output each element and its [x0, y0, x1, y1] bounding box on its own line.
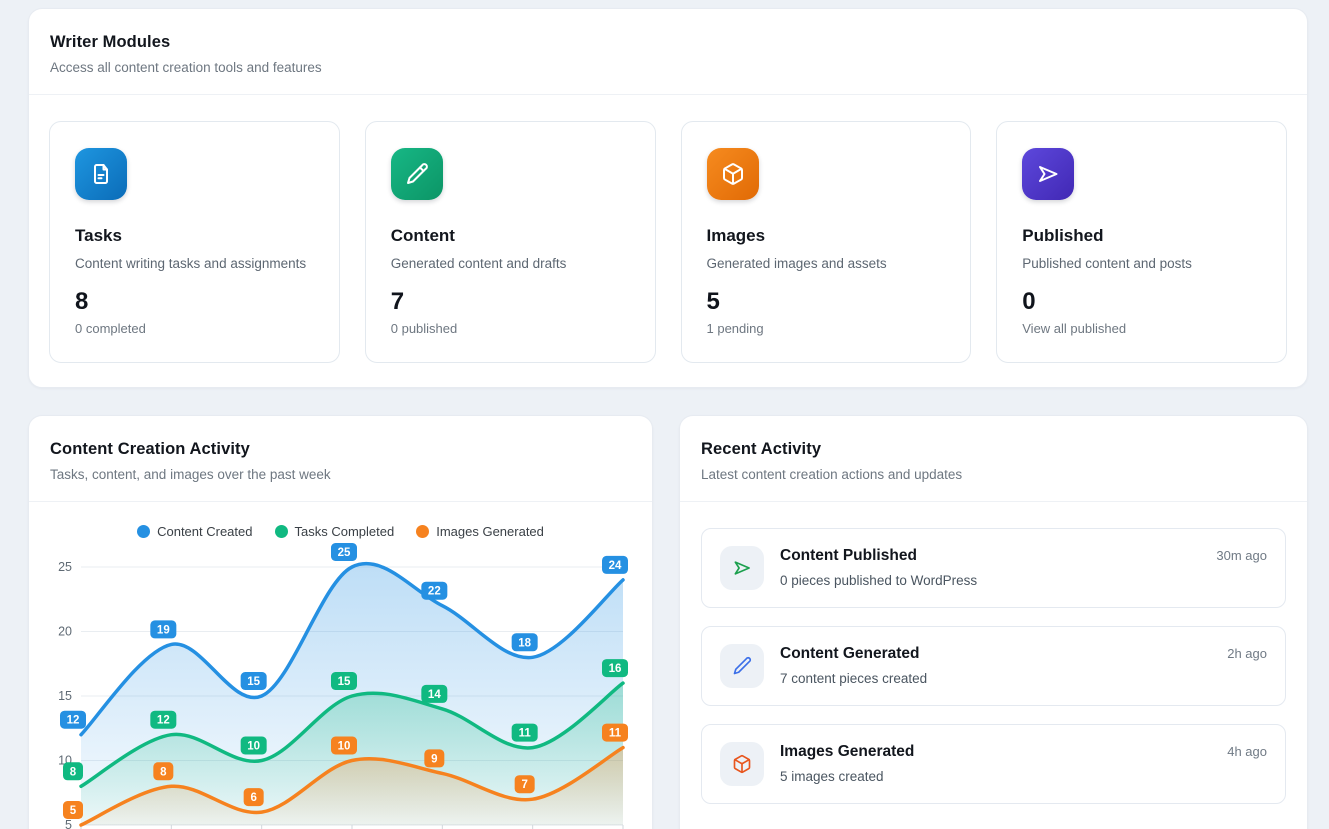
- legend-label: Images Generated: [436, 524, 544, 539]
- svg-text:5: 5: [65, 818, 72, 829]
- svg-text:12: 12: [67, 715, 80, 727]
- chart-panel-header: Content Creation Activity Tasks, content…: [29, 416, 652, 502]
- module-card-description: Generated content and drafts: [390, 256, 567, 271]
- cube-icon: [720, 742, 764, 786]
- writer-modules-subtitle: Access all content creation tools and fe…: [50, 60, 322, 75]
- activity-description: 5 images created: [780, 769, 884, 784]
- activity-description: 7 content pieces created: [780, 671, 928, 686]
- module-card-value: 0: [1022, 288, 1036, 315]
- svg-text:15: 15: [247, 676, 260, 688]
- activity-item-images-generated: Images Generated 5 images created 4h ago: [701, 724, 1286, 804]
- svg-text:20: 20: [58, 625, 72, 639]
- svg-text:24: 24: [609, 560, 622, 572]
- recent-activity-title: Recent Activity: [701, 440, 822, 458]
- module-card-value: 5: [706, 288, 720, 315]
- pencil-icon: [390, 148, 443, 200]
- svg-text:25: 25: [338, 547, 351, 559]
- send-icon: [720, 546, 764, 590]
- module-card-title: Published: [1022, 226, 1104, 245]
- svg-text:9: 9: [431, 753, 437, 765]
- cube-icon: [706, 148, 759, 200]
- file-text-icon: [75, 148, 127, 200]
- activity-item-content-generated: Content Generated 7 content pieces creat…: [701, 626, 1286, 706]
- module-card-description: Generated images and assets: [706, 256, 887, 271]
- legend-label: Content Created: [157, 524, 253, 539]
- module-card-sublabel: View all published: [1022, 321, 1127, 336]
- chart-area: Content Created Tasks Completed Images Gen…: [29, 502, 652, 829]
- activity-title: Images Generated: [780, 743, 915, 760]
- content-creation-activity-panel: Content Creation Activity Tasks, content…: [28, 415, 653, 829]
- activity-list: Content Published 0 pieces published to …: [680, 502, 1307, 804]
- module-cards-row: Tasks Content writing tasks and assignme…: [29, 95, 1307, 387]
- module-card-title: Content: [390, 226, 455, 245]
- module-card-published[interactable]: Published Published content and posts 0 …: [996, 121, 1287, 363]
- module-card-description: Content writing tasks and assignments: [75, 256, 307, 271]
- legend-dot: [416, 525, 430, 538]
- svg-text:18: 18: [518, 637, 531, 649]
- activity-title: Content Generated: [780, 645, 920, 662]
- recent-activity-header: Recent Activity Latest content creation …: [680, 416, 1307, 502]
- svg-text:6: 6: [250, 792, 256, 804]
- svg-text:11: 11: [519, 728, 532, 740]
- legend-dot: [137, 525, 151, 538]
- svg-text:15: 15: [58, 689, 72, 703]
- activity-line-chart: 510152025MonTueWedThuFriSatSun1219152522…: [58, 543, 628, 829]
- svg-text:10: 10: [338, 741, 351, 753]
- activity-title: Content Published: [780, 547, 917, 564]
- send-icon: [1022, 148, 1075, 200]
- svg-text:8: 8: [70, 766, 77, 778]
- module-card-value: 8: [75, 288, 89, 315]
- activity-content: Content Published 0 pieces published to …: [780, 546, 1216, 588]
- activity-content: Content Generated 7 content pieces creat…: [780, 644, 1227, 686]
- bottom-row: Content Creation Activity Tasks, content…: [28, 415, 1308, 829]
- activity-content: Images Generated 5 images created: [780, 742, 1227, 784]
- svg-text:25: 25: [58, 560, 72, 574]
- activity-timestamp: 30m ago: [1216, 548, 1267, 563]
- module-card-title: Images: [706, 226, 766, 245]
- svg-text:7: 7: [521, 779, 527, 791]
- chart-panel-title: Content Creation Activity: [50, 440, 250, 458]
- legend-item[interactable]: Tasks Completed: [274, 524, 395, 539]
- svg-text:10: 10: [247, 741, 260, 753]
- svg-text:15: 15: [338, 676, 351, 688]
- chart-panel-subtitle: Tasks, content, and images over the past…: [50, 467, 331, 482]
- pencil-icon: [720, 644, 764, 688]
- recent-activity-panel: Recent Activity Latest content creation …: [679, 415, 1308, 829]
- legend-item[interactable]: Content Created: [137, 524, 253, 539]
- writer-modules-header: Writer Modules Access all content creati…: [29, 9, 1307, 95]
- svg-text:16: 16: [609, 663, 622, 675]
- module-card-tasks[interactable]: Tasks Content writing tasks and assignme…: [49, 121, 340, 363]
- module-card-description: Published content and posts: [1022, 256, 1192, 271]
- legend-dot: [274, 525, 288, 538]
- svg-text:11: 11: [609, 728, 622, 740]
- chart-legend: Content Created Tasks Completed Images Gen…: [41, 524, 640, 539]
- activity-item-content-published: Content Published 0 pieces published to …: [701, 528, 1286, 608]
- svg-text:5: 5: [70, 805, 77, 817]
- module-card-sublabel: 1 pending: [706, 321, 764, 336]
- module-card-content[interactable]: Content Generated content and drafts 7 0…: [364, 121, 656, 363]
- module-card-sublabel: 0 completed: [75, 321, 146, 336]
- legend-item[interactable]: Images Generated: [416, 524, 544, 539]
- recent-activity-subtitle: Latest content creation actions and upda…: [701, 467, 963, 482]
- svg-text:8: 8: [160, 766, 167, 778]
- svg-text:12: 12: [157, 715, 170, 727]
- activity-timestamp: 4h ago: [1227, 744, 1267, 759]
- module-card-value: 7: [390, 288, 405, 315]
- svg-text:19: 19: [157, 624, 170, 636]
- legend-label: Tasks Completed: [294, 524, 395, 539]
- module-card-images[interactable]: Images Generated images and assets 5 1 p…: [680, 121, 972, 363]
- writer-modules-panel: Writer Modules Access all content creati…: [28, 8, 1308, 388]
- activity-timestamp: 2h ago: [1227, 646, 1267, 661]
- module-card-sublabel: 0 published: [390, 321, 458, 336]
- svg-text:14: 14: [428, 689, 441, 701]
- svg-text:22: 22: [428, 586, 441, 598]
- activity-description: 0 pieces published to WordPress: [780, 573, 978, 588]
- writer-modules-title: Writer Modules: [50, 33, 171, 51]
- module-card-title: Tasks: [75, 226, 122, 245]
